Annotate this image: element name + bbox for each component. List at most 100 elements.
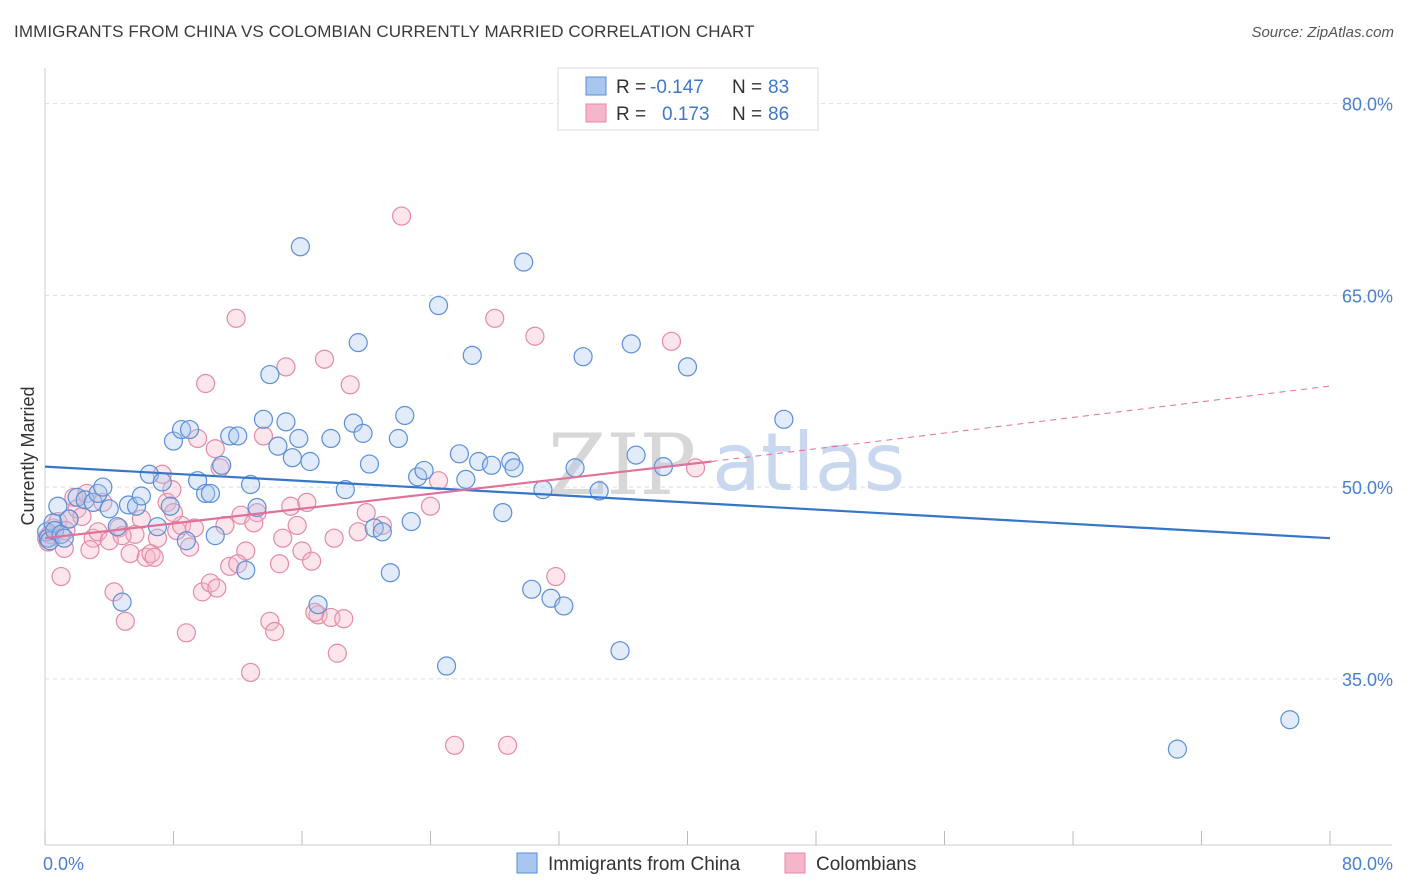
legend-colombia-r-label: R = bbox=[616, 104, 646, 125]
colombia-point-40 bbox=[226, 308, 246, 328]
colombia-point-48 bbox=[269, 554, 290, 574]
colombia-point-83 bbox=[324, 528, 344, 548]
colombia-point-82 bbox=[305, 602, 325, 622]
colombia-point-58 bbox=[327, 643, 347, 663]
colombia-point-84 bbox=[348, 522, 368, 542]
china-point-37 bbox=[247, 497, 267, 518]
y-tick-label-1: 50.0% bbox=[1342, 478, 1393, 498]
colombia-point-81 bbox=[273, 528, 293, 548]
colombia-point-49 bbox=[276, 357, 296, 377]
china-point-67 bbox=[481, 455, 502, 475]
china-point-7 bbox=[54, 528, 74, 548]
china-point-49 bbox=[343, 413, 363, 433]
x-tick-label-0: 0.0% bbox=[43, 854, 84, 874]
china-point-34 bbox=[228, 426, 248, 446]
legend-china-r-label: R = bbox=[616, 77, 646, 98]
colombia-point-34 bbox=[196, 373, 216, 394]
legend-bottom: Immigrants from China Colombians bbox=[516, 852, 916, 875]
china-point-86 bbox=[1280, 710, 1300, 730]
china-point-14 bbox=[99, 499, 119, 519]
colombia-point-56 bbox=[314, 349, 335, 369]
legend-china-n-label: N = bbox=[732, 77, 762, 98]
y-tick-label-0: 35.0% bbox=[1342, 670, 1393, 690]
china-point-60 bbox=[414, 460, 434, 481]
colombia-trend-line-extension bbox=[711, 385, 1331, 462]
china-point-26 bbox=[176, 531, 196, 551]
grid-lines bbox=[45, 103, 1392, 680]
colombia-point-67 bbox=[498, 735, 518, 755]
china-point-35 bbox=[236, 560, 256, 580]
legend-colombia-n-value: 86 bbox=[768, 104, 789, 125]
colombia-point-43 bbox=[241, 662, 261, 683]
x-tick-label-1: 80.0% bbox=[1342, 854, 1393, 874]
y-axis-title: Currently Married bbox=[18, 386, 38, 525]
china-trend-line bbox=[44, 465, 1331, 540]
legend-china-n-value: 83 bbox=[768, 77, 789, 98]
bottom-legend-china-label: Immigrants from China bbox=[548, 854, 741, 875]
colombia-point-78 bbox=[207, 578, 227, 598]
colombia-point-52 bbox=[292, 541, 312, 561]
china-point-80 bbox=[621, 334, 641, 354]
china-point-54 bbox=[372, 522, 392, 542]
china-point-66 bbox=[469, 451, 489, 472]
china-point-47 bbox=[321, 428, 341, 449]
china-point-19 bbox=[131, 486, 151, 506]
colombia-point-62 bbox=[391, 206, 412, 226]
colombia-point-16 bbox=[104, 582, 124, 602]
china-point-75 bbox=[554, 596, 574, 616]
colombia-point-24 bbox=[147, 528, 168, 548]
china-point-23 bbox=[160, 496, 180, 516]
colombia-point-45 bbox=[253, 426, 274, 446]
china-point-65 bbox=[462, 345, 482, 365]
source-label: Source: ZipAtlas.com bbox=[1251, 24, 1394, 41]
china-point-29 bbox=[196, 483, 216, 504]
colombia-point-70 bbox=[661, 331, 682, 351]
china-point-58 bbox=[401, 511, 421, 532]
china-point-43 bbox=[289, 428, 309, 449]
china-point-62 bbox=[436, 656, 457, 676]
china-point-32 bbox=[212, 455, 232, 475]
china-point-70 bbox=[504, 458, 524, 478]
colombia-point-59 bbox=[334, 609, 354, 629]
china-point-78 bbox=[589, 481, 609, 501]
china-point-84 bbox=[774, 409, 794, 429]
colombia-point-61 bbox=[356, 503, 376, 523]
colombia-point-30 bbox=[176, 623, 196, 643]
colombia-point-46 bbox=[260, 611, 280, 631]
china-point-16 bbox=[112, 592, 132, 612]
china-point-85 bbox=[1167, 739, 1188, 759]
legend-china-r-value: -0.147 bbox=[650, 77, 704, 98]
china-point-33 bbox=[220, 426, 240, 446]
china-points bbox=[37, 237, 1300, 759]
colombia-points bbox=[37, 206, 706, 755]
china-point-73 bbox=[533, 480, 553, 500]
colombia-point-66 bbox=[485, 308, 505, 328]
china-point-42 bbox=[282, 448, 302, 468]
legend-china-swatch bbox=[585, 76, 607, 96]
china-point-55 bbox=[380, 563, 400, 583]
legend-colombia-r-value: 0.173 bbox=[662, 104, 710, 125]
china-point-13 bbox=[93, 477, 113, 497]
china-point-41 bbox=[276, 412, 296, 432]
chart-title: IMMIGRANTS FROM CHINA VS COLOMBIAN CURRE… bbox=[14, 22, 755, 41]
china-point-71 bbox=[514, 252, 534, 272]
china-point-68 bbox=[493, 503, 513, 523]
china-point-77 bbox=[573, 347, 593, 367]
china-point-52 bbox=[359, 454, 380, 474]
y-tick-label-2: 65.0% bbox=[1342, 286, 1393, 306]
china-point-40 bbox=[268, 436, 288, 456]
china-point-15 bbox=[107, 517, 127, 537]
china-point-5 bbox=[48, 496, 68, 516]
china-point-51 bbox=[353, 423, 373, 443]
y-tick-labels: 35.0% 50.0% 65.0% 80.0% bbox=[1342, 95, 1393, 690]
colombia-point-63 bbox=[420, 496, 441, 516]
china-point-30 bbox=[200, 483, 221, 504]
trend-lines bbox=[44, 385, 1331, 540]
colombia-point-73 bbox=[80, 540, 100, 560]
colombia-point-64 bbox=[428, 471, 449, 491]
colombia-trend-line bbox=[44, 460, 712, 540]
axes bbox=[44, 68, 1392, 846]
colombia-point-50 bbox=[281, 496, 301, 516]
legend-colombia-swatch bbox=[585, 103, 607, 123]
